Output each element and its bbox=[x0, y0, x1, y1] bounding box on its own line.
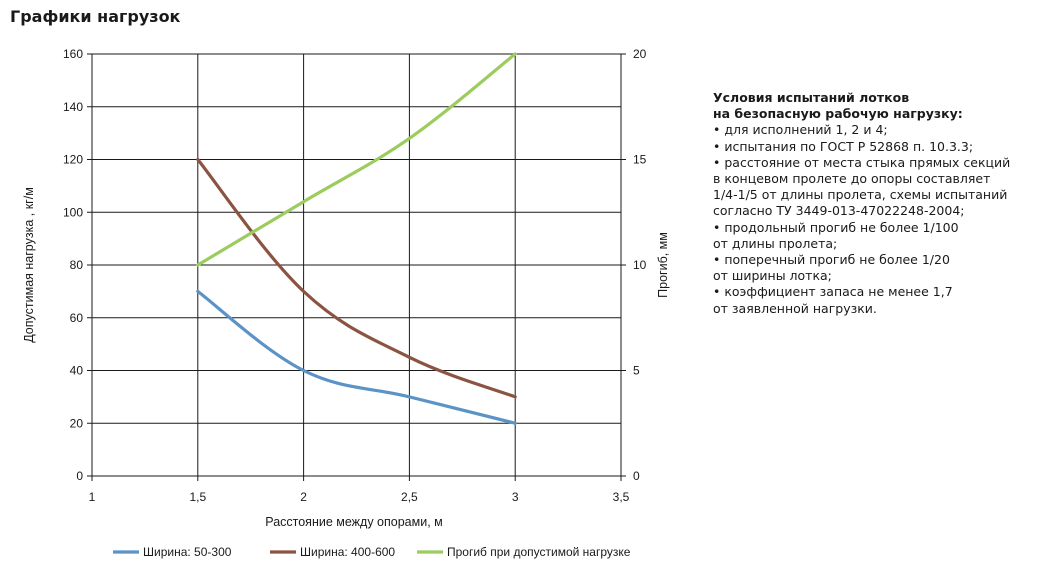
legend-label: Прогиб при допустимой нагрузке bbox=[447, 545, 631, 559]
y2-axis-title: Прогиб, мм bbox=[656, 232, 670, 298]
y-tick-label: 60 bbox=[70, 311, 84, 325]
y2-tick-label: 20 bbox=[633, 47, 647, 61]
page-title: Графики нагрузок bbox=[10, 7, 181, 26]
y-tick-label: 80 bbox=[70, 258, 84, 272]
y-tick-label: 140 bbox=[63, 100, 83, 114]
y-tick-label: 0 bbox=[76, 469, 83, 483]
legend-label: Ширина: 50-300 bbox=[143, 545, 232, 559]
notes-heading: Условия испытаний лотков на безопасную р… bbox=[713, 90, 963, 122]
notes-item: • испытания по ГОСТ Р 52868 п. 10.3.3; bbox=[713, 138, 974, 154]
test-conditions-notes: Условия испытаний лотков на безопасную р… bbox=[713, 90, 1033, 317]
x-tick-label: 2,5 bbox=[401, 490, 418, 504]
series-line-1 bbox=[196, 289, 517, 425]
series-line-3 bbox=[196, 52, 517, 267]
legend-label: Ширина: 400-600 bbox=[300, 545, 395, 559]
x-tick-label: 1 bbox=[89, 490, 96, 504]
y2-tick-label: 0 bbox=[633, 469, 640, 483]
notes-list: • для исполнений 1, 2 и 4; • испытания по… bbox=[713, 122, 1033, 316]
series-line-2 bbox=[196, 157, 517, 399]
x-tick-label: 2 bbox=[300, 490, 307, 504]
notes-item: • расстояние от места стыка прямых секци… bbox=[713, 154, 1011, 219]
y-tick-label: 160 bbox=[63, 47, 83, 61]
notes-item: • коэффициент запаса не менее 1,7 от зая… bbox=[713, 284, 953, 316]
chart-axes: 0 20 40 60 80 100 120 140 160 0 5 10 15 20 1 1,5 2 2,5 3 3,… bbox=[63, 47, 647, 504]
chart-series bbox=[196, 52, 517, 425]
y-tick-label: 20 bbox=[70, 416, 84, 430]
y-axis-title: Допустимая нагрузка , кг/м bbox=[22, 187, 36, 343]
x-tick-label: 3,5 bbox=[613, 490, 630, 504]
y2-tick-label: 10 bbox=[633, 258, 647, 272]
y2-tick-label: 15 bbox=[633, 153, 647, 167]
y-tick-label: 120 bbox=[63, 153, 83, 167]
x-tick-label: 3 bbox=[512, 490, 519, 504]
y-tick-label: 100 bbox=[63, 205, 83, 219]
y-tick-label: 40 bbox=[70, 364, 84, 378]
notes-item: • поперечный прогиб не более 1/20 от шир… bbox=[713, 252, 950, 284]
chart-legend: Ширина: 50-300 Ширина: 400-600 Прогиб при … bbox=[113, 545, 631, 559]
y2-tick-label: 5 bbox=[633, 364, 640, 378]
chart-grid bbox=[91, 53, 622, 477]
notes-item: • для исполнений 1, 2 и 4; bbox=[713, 122, 888, 138]
x-tick-label: 1,5 bbox=[189, 490, 206, 504]
x-axis-title: Расстояние между опорами, м bbox=[265, 515, 442, 529]
notes-item: • продольный прогиб не более 1/100 от дл… bbox=[713, 219, 959, 251]
